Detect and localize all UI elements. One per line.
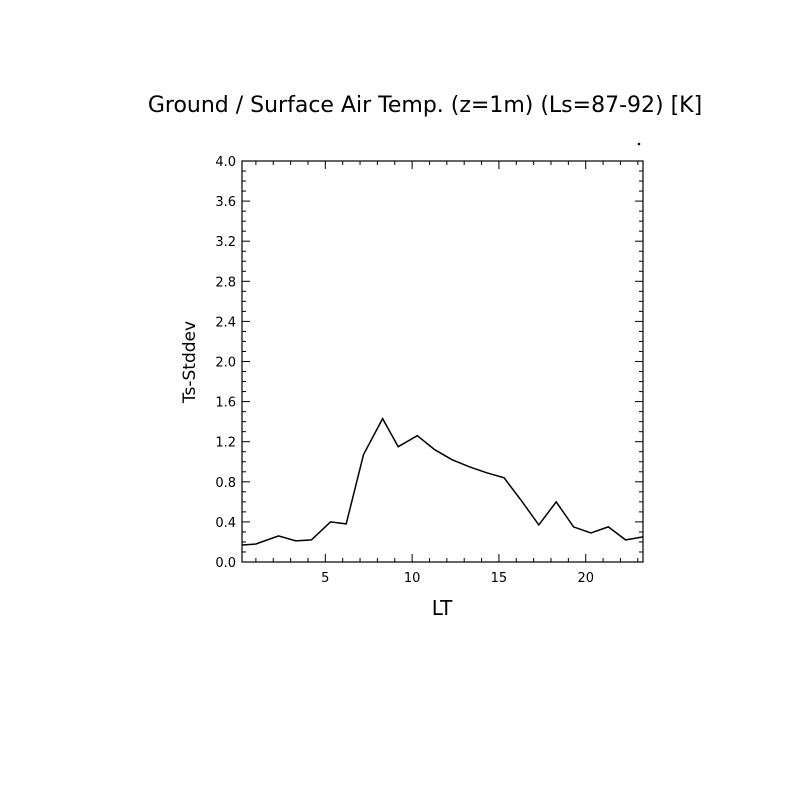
x-tick-label: 10 (404, 571, 421, 586)
y-axis-label: Ts-Stddev (180, 321, 200, 404)
y-tick-label: 2.8 (215, 275, 236, 290)
y-tick-label: 0.4 (215, 516, 236, 531)
y-tick-label: 2.4 (215, 315, 236, 330)
y-tick-label: 0.0 (215, 556, 236, 571)
x-tick-label: 5 (321, 571, 329, 586)
y-tick-label: 1.2 (215, 436, 236, 451)
axis-tick-labels: 0.0 0.4 0.8 1.2 1.6 2.0 2.4 2.8 3.2 3.6 4.0 5 10 15 20 (215, 155, 594, 586)
marker-dot (637, 142, 641, 146)
y-tick-label: 3.6 (215, 195, 236, 210)
y-tick-label: 1.6 (215, 396, 236, 411)
x-tick-label: 20 (577, 571, 594, 586)
y-tick-label: 2.0 (215, 356, 236, 371)
x-tick-label: 15 (491, 571, 508, 586)
y-tick-label: 0.8 (215, 476, 236, 491)
axis-ticks (242, 160, 643, 563)
plot-frame (241, 160, 644, 563)
x-axis-label: LT (432, 596, 453, 620)
series-line (241, 417, 644, 546)
y-tick-label: 3.2 (215, 235, 236, 250)
chart-title: Ground / Surface Air Temp. (z=1m) (Ls=87… (148, 93, 702, 118)
y-tick-label: 4.0 (215, 155, 236, 170)
